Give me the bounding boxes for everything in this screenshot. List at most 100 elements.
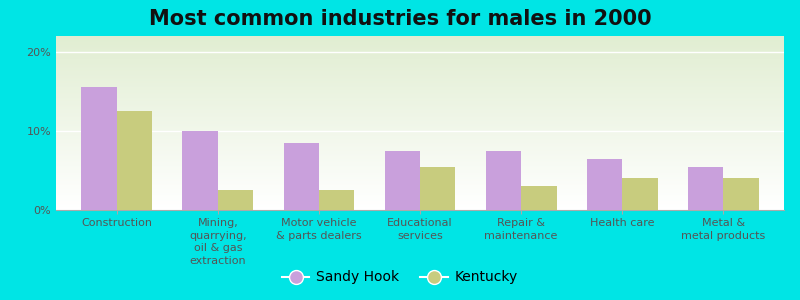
Bar — [56, 130, 784, 131]
Bar — [56, 39, 784, 40]
Bar — [56, 69, 784, 70]
Bar — [56, 181, 784, 182]
Bar — [56, 197, 784, 198]
Bar — [56, 66, 784, 67]
Bar — [56, 43, 784, 44]
Bar — [56, 41, 784, 42]
Bar — [56, 137, 784, 138]
Bar — [117, 111, 152, 210]
Bar — [56, 71, 784, 72]
Text: Most common industries for males in 2000: Most common industries for males in 2000 — [149, 9, 651, 29]
Bar — [56, 85, 784, 86]
Bar — [56, 120, 784, 121]
Bar — [56, 155, 784, 156]
Bar — [56, 167, 784, 168]
Bar — [56, 112, 784, 113]
Bar — [56, 166, 784, 167]
Bar — [56, 81, 784, 82]
Bar — [56, 123, 784, 124]
Bar — [56, 40, 784, 41]
Bar — [56, 135, 784, 136]
Bar — [56, 184, 784, 185]
Bar — [56, 116, 784, 117]
Bar — [56, 132, 784, 133]
Bar — [56, 165, 784, 166]
Bar — [56, 105, 784, 106]
Bar — [56, 106, 784, 107]
Bar — [56, 204, 784, 205]
Bar — [56, 182, 784, 183]
Bar — [56, 94, 784, 95]
Bar — [56, 146, 784, 147]
Bar — [56, 128, 784, 129]
Bar — [56, 154, 784, 155]
Bar — [56, 100, 784, 101]
Bar — [56, 83, 784, 84]
Bar — [56, 104, 784, 105]
Bar — [56, 144, 784, 145]
Bar — [56, 48, 784, 49]
Bar — [56, 124, 784, 125]
Bar — [56, 125, 784, 126]
Bar — [56, 87, 784, 88]
Bar — [56, 36, 784, 37]
Bar — [56, 172, 784, 173]
Bar — [56, 153, 784, 154]
Bar — [56, 129, 784, 130]
Bar — [56, 145, 784, 146]
Bar — [56, 162, 784, 163]
Bar — [56, 90, 784, 91]
Bar — [56, 178, 784, 179]
Bar — [56, 77, 784, 78]
Bar — [56, 121, 784, 122]
Bar — [56, 99, 784, 100]
Bar — [420, 167, 455, 210]
Bar — [56, 133, 784, 134]
Bar — [218, 190, 253, 210]
Bar — [56, 70, 784, 71]
Bar — [56, 201, 784, 202]
Bar — [56, 60, 784, 61]
Bar — [56, 57, 784, 58]
Bar — [56, 92, 784, 93]
Bar — [56, 76, 784, 77]
Bar — [56, 73, 784, 74]
Bar — [56, 208, 784, 209]
Bar — [56, 58, 784, 59]
Bar — [283, 143, 319, 210]
Bar — [56, 150, 784, 151]
Bar — [56, 49, 784, 50]
Bar — [56, 100, 784, 101]
Bar — [56, 187, 784, 188]
Bar — [56, 209, 784, 210]
Bar — [56, 118, 784, 119]
Bar — [56, 194, 784, 195]
Bar — [56, 196, 784, 197]
Bar — [56, 91, 784, 92]
Bar — [56, 45, 784, 46]
Bar — [56, 206, 784, 207]
Bar — [56, 179, 784, 180]
Bar — [56, 113, 784, 114]
Bar — [56, 80, 784, 81]
Bar — [56, 37, 784, 38]
Bar — [56, 143, 784, 144]
Bar — [56, 161, 784, 162]
Bar — [56, 134, 784, 135]
Bar — [56, 117, 784, 118]
Bar — [56, 126, 784, 127]
Bar — [56, 53, 784, 54]
Bar — [182, 131, 218, 210]
Bar — [56, 97, 784, 98]
Bar — [56, 88, 784, 89]
Bar — [56, 192, 784, 193]
Bar — [56, 170, 784, 171]
Bar — [56, 140, 784, 141]
Bar — [56, 195, 784, 196]
Bar — [56, 164, 784, 165]
Bar — [56, 92, 784, 93]
Bar — [56, 152, 784, 153]
Bar — [56, 101, 784, 102]
Bar — [56, 127, 784, 128]
Bar — [56, 175, 784, 176]
